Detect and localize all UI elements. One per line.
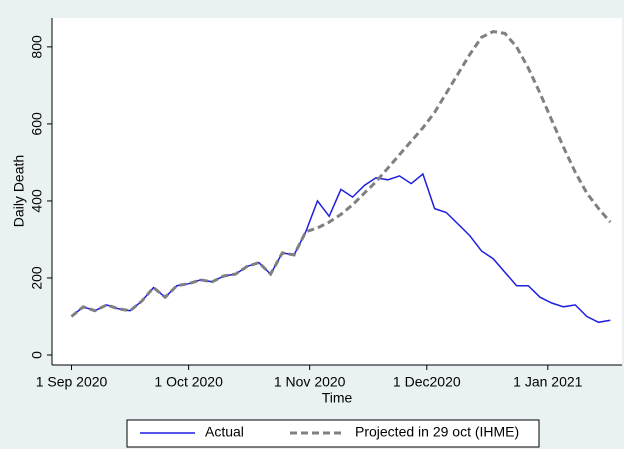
- legend-label: Actual: [205, 424, 244, 440]
- y-tick-label: 0: [29, 351, 45, 359]
- y-tick-label: 600: [29, 112, 45, 136]
- x-axis-label: Time: [322, 390, 353, 406]
- y-tick-label: 200: [29, 266, 45, 290]
- y-axis-label: Daily Death: [11, 155, 27, 227]
- x-tick-label: 1 Nov 2020: [274, 374, 346, 390]
- legend-label: Projected in 29 oct (IHME): [355, 424, 519, 440]
- y-tick-label: 400: [29, 189, 45, 213]
- y-tick-label: 800: [29, 35, 45, 59]
- legend: [126, 419, 540, 448]
- series-line: [71, 172, 611, 324]
- series-line: [70, 29, 612, 318]
- x-tick-label: 1 Dec2020: [393, 374, 461, 390]
- x-tick-label: 1 Oct 2020: [154, 374, 223, 390]
- x-tick-label: 1 Sep 2020: [36, 374, 108, 390]
- x-tick-label: 1 Jan 2021: [513, 374, 582, 390]
- plot-area: [52, 18, 622, 365]
